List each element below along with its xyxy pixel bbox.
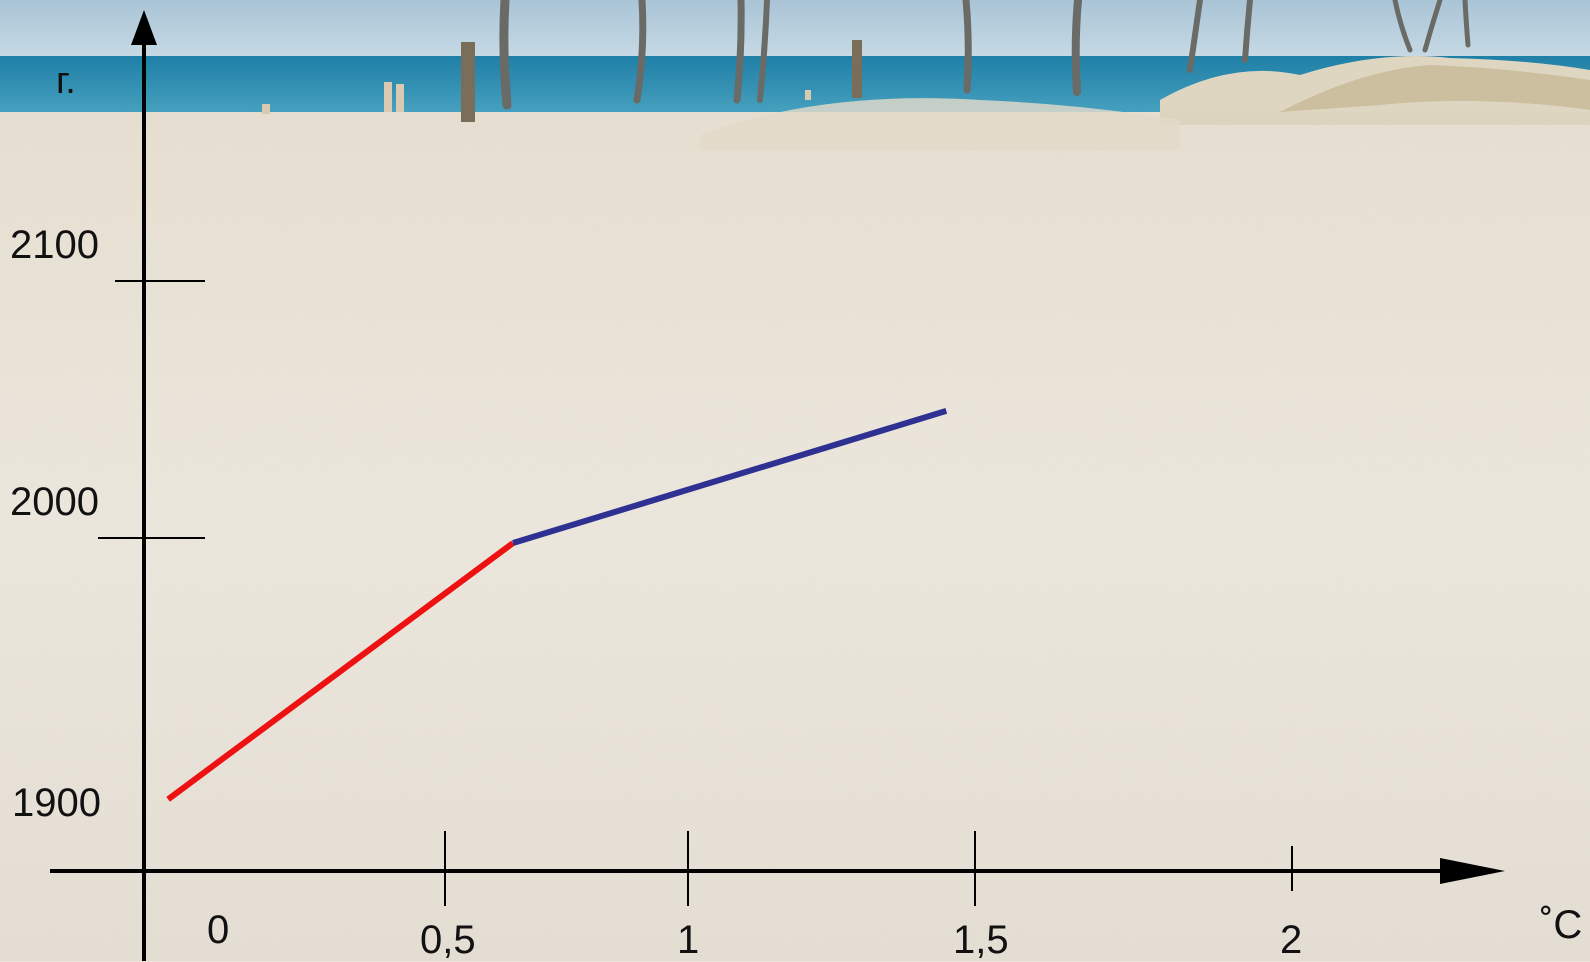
palm-trunk <box>499 0 512 110</box>
palm-trunk <box>1462 0 1471 48</box>
palm-trunk <box>1422 0 1443 53</box>
palm-trunk <box>1071 0 1082 96</box>
y-axis-label: г. <box>56 60 76 102</box>
y-axis-arrow <box>131 10 157 45</box>
person <box>396 84 404 112</box>
y-tick-label-2: 2100 <box>10 223 99 267</box>
sky <box>0 0 1590 62</box>
post <box>461 42 475 122</box>
person <box>384 82 392 112</box>
x-tick-label-3: 1,5 <box>953 918 1009 962</box>
palm-trunk <box>733 0 745 104</box>
palm-trunks <box>499 0 1471 110</box>
x-tick-label-4: 2 <box>1280 918 1303 962</box>
axes <box>50 10 1505 961</box>
palm-trunk <box>962 0 972 94</box>
x-ticks <box>444 831 1293 906</box>
sand-grain <box>0 112 1590 961</box>
x-tick-label-2: 1 <box>677 918 700 962</box>
x-tick-label-1: 0,5 <box>420 918 476 962</box>
people <box>262 82 811 114</box>
y-ticks <box>98 280 205 539</box>
x-axis-arrow <box>1440 858 1505 884</box>
person <box>805 90 811 100</box>
series <box>166 408 948 802</box>
dune-grass <box>1280 65 1590 112</box>
y-tick-label-0: 1900 <box>12 781 101 825</box>
x-tick-label-0: 0 <box>207 908 230 952</box>
post <box>852 40 862 98</box>
posts <box>461 40 862 122</box>
palm-trunk <box>1187 0 1203 73</box>
x-axis-label: ˚C <box>1540 903 1583 947</box>
person <box>262 104 270 114</box>
series-line-0 <box>166 540 515 802</box>
series-line-1 <box>512 408 948 546</box>
palm-trunk <box>1392 0 1413 53</box>
palm-trunk <box>757 0 770 103</box>
y-tick-label-1: 2000 <box>10 480 99 524</box>
palm-trunk <box>633 0 647 104</box>
palm-trunk <box>1242 0 1253 63</box>
